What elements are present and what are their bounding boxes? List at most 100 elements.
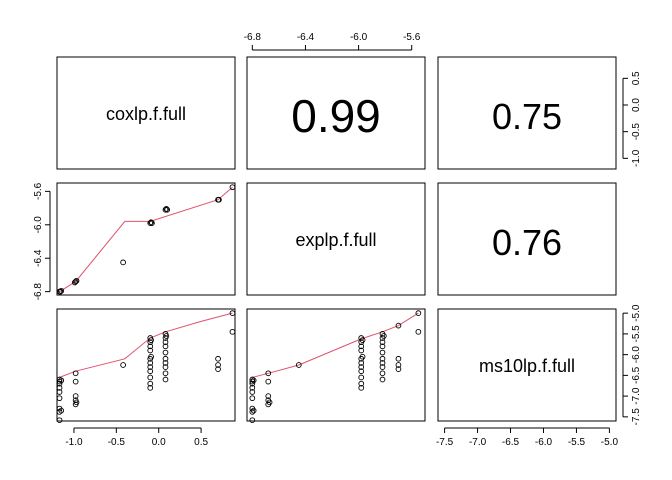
data-point [229,328,236,335]
data-point [163,206,170,212]
data-point [216,196,222,203]
data-point [120,259,126,266]
data-point [73,277,80,284]
tick-label-bottom-ms10: -6.0 [535,437,553,448]
tick-label-right-ms10: -7.0 [631,387,642,405]
data-point [162,206,169,213]
data-point [379,349,386,356]
panel-frame-0-2 [437,56,617,170]
tick-label-right-cox: 0.5 [631,71,642,85]
tick-label-top-exp: -6.4 [297,32,315,43]
data-point [72,378,79,385]
tick-label-left-exp: -6.8 [33,283,44,301]
panel-frame-2-0 [56,308,236,422]
data-point [162,339,169,346]
data-point [72,393,79,399]
panel-frame-2-1 [246,308,426,422]
panel-explp-vs-coxlp [56,184,236,295]
data-point [147,360,154,366]
data-point [164,206,171,213]
correlation-label-exp-ms10: 0.76 [492,222,562,263]
tick-label-top-exp: -6.8 [244,32,262,43]
data-point [163,333,170,339]
data-point [249,409,256,415]
data-point [379,364,386,370]
data-point [147,220,154,226]
data-point [215,366,221,372]
data-point [415,328,422,335]
tick-label-bottom-cox: 0.5 [194,437,208,448]
data-point [249,417,256,424]
smooth-line [252,312,419,378]
data-point [358,343,365,350]
data-point [265,370,272,377]
data-point [162,360,169,366]
data-point [149,220,155,226]
tick-label-bottom-ms10: -7.0 [469,437,487,448]
tick-label-top-exp: -5.6 [403,32,421,43]
data-point [266,399,273,406]
data-point [162,364,169,370]
data-point [395,322,402,329]
data-point [72,278,79,285]
data-point [265,378,272,385]
data-point [249,376,256,383]
panel-frame-1-2 [437,182,617,296]
data-point [72,370,79,377]
data-point [358,374,365,381]
tick-label-bottom-cox: -0.5 [108,437,126,448]
tick-label-left-exp: -5.6 [33,182,44,200]
variable-label-ms10lp: ms10lp.f.full [479,356,575,376]
data-point [120,362,126,368]
data-point [56,380,63,387]
data-point [395,362,402,368]
correlation-label-cox-exp: 0.99 [291,90,381,142]
correlation-label-cox-ms10: 0.75 [492,96,562,137]
data-point [147,380,154,387]
data-point [358,384,365,391]
data-point [58,377,65,384]
data-point [358,364,365,370]
data-point [250,407,257,414]
tick-label-bottom-ms10: -7.5 [436,437,454,448]
data-point [162,343,169,350]
data-point [250,377,257,384]
data-point [359,337,366,343]
data-point [71,279,78,286]
data-point [265,393,272,399]
data-point [215,355,221,362]
panel-ms10lp-vs-coxlp [56,310,236,424]
data-point [57,288,64,295]
data-point [358,347,365,354]
data-point [162,370,169,377]
data-point [58,287,65,294]
data-point [249,378,256,385]
panel-ms10lp-vs-explp [249,310,422,424]
tick-label-bottom-ms10: -5.0 [601,437,619,448]
data-point [379,343,386,350]
tick-label-bottom-ms10: -6.5 [502,437,520,448]
data-point [379,376,386,383]
data-point [215,362,221,368]
panel-frame-0-0 [56,56,236,170]
tick-label-left-exp: -6.0 [33,216,44,234]
data-point [358,368,365,375]
data-point [162,376,169,383]
data-point [380,333,387,339]
tick-label-right-cox: -1.0 [631,149,642,167]
variable-labels: coxlp.f.full explp.f.full ms10lp.f.full [106,104,575,376]
data-point [56,417,63,424]
data-point [147,364,154,370]
data-point [56,389,63,395]
panel-frames [56,56,617,422]
tick-label-right-ms10: -5.5 [631,325,642,343]
data-point [162,355,169,362]
tick-label-right-ms10: -5.0 [631,304,642,322]
data-point [148,219,154,226]
tick-label-top-exp: -6.0 [350,32,368,43]
data-point [249,389,256,395]
data-point [147,343,154,350]
variable-label-explp: explp.f.full [295,230,376,250]
data-point [229,184,236,191]
